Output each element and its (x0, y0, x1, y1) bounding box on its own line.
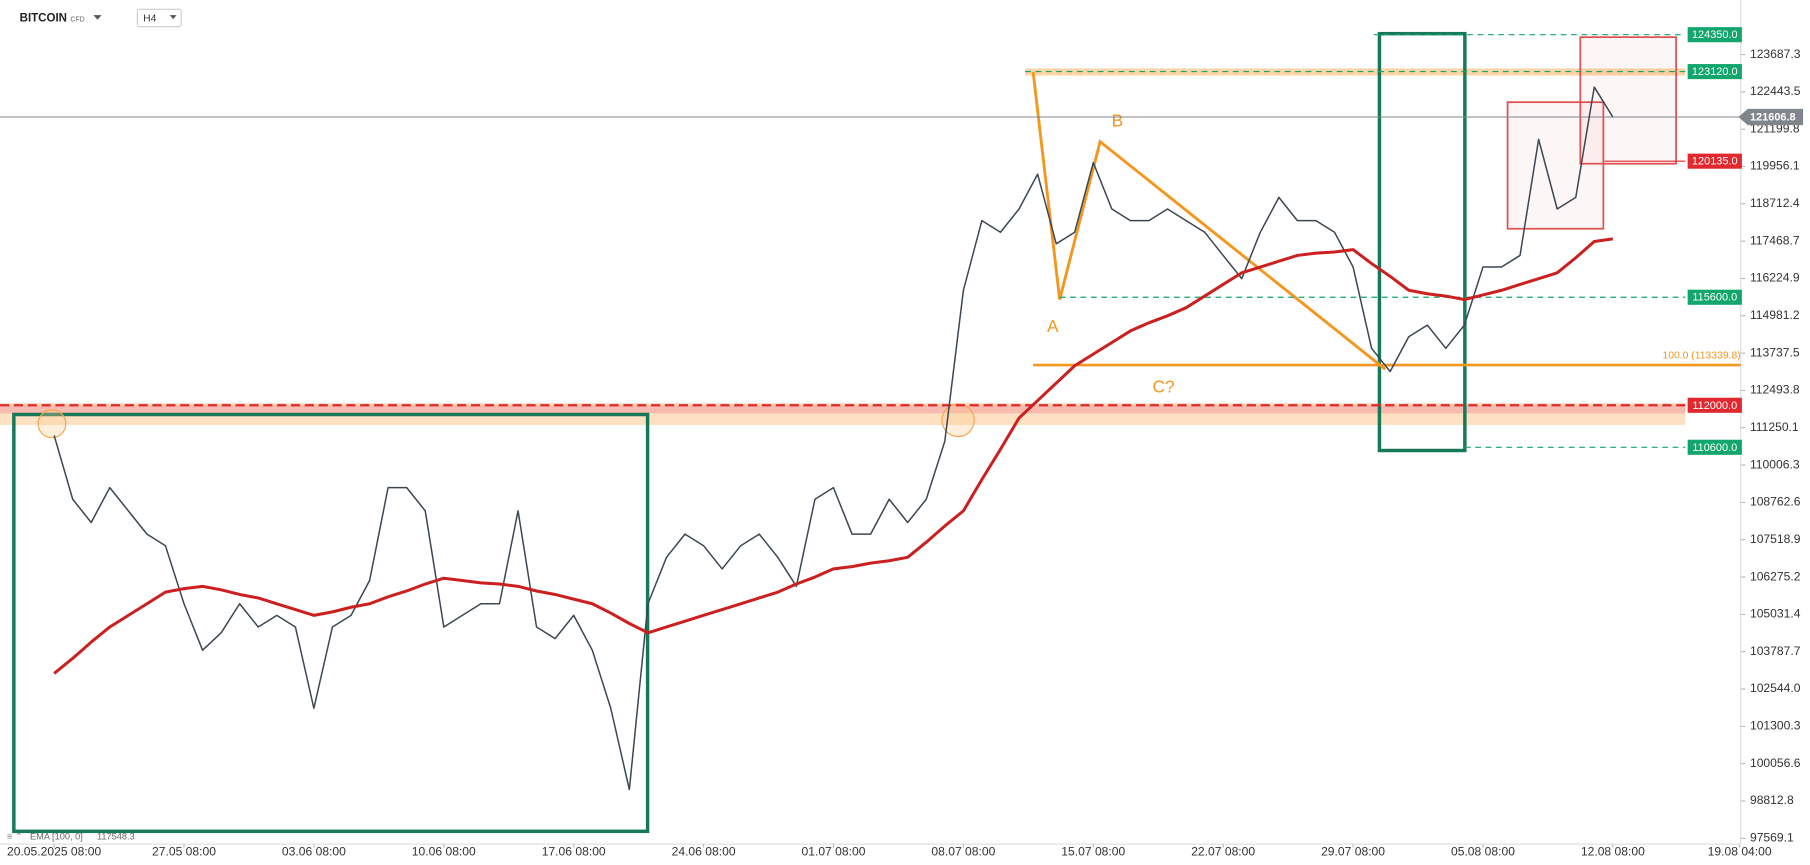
level-tag-label: 115600.0 (1692, 292, 1737, 304)
price-tag (1738, 108, 1804, 126)
x-tick-label: 01.07 08:00 (802, 844, 866, 858)
y-tick-label: 106275.2 (1750, 569, 1801, 583)
y-tick-label: 108762.6 (1750, 495, 1801, 509)
x-tick-label: 29.07 08:00 (1321, 844, 1385, 858)
resistance-band (1025, 68, 1686, 76)
level-tag-label: 124350.0 (1692, 29, 1738, 41)
x-tick-label: 05.08 08:00 (1451, 844, 1515, 858)
x-tick-label: 20.05.2025 08:00 (7, 844, 101, 858)
x-tick-label: 03.06 08:00 (282, 844, 346, 858)
interval-select[interactable] (136, 8, 182, 28)
x-tick-label: 17.06 08:00 (542, 844, 606, 858)
y-tick-label: 113737.5 (1750, 345, 1800, 359)
y-tick-label: 117468.7 (1750, 233, 1800, 247)
ema-line (53, 237, 1614, 675)
flag-box (1579, 36, 1677, 165)
price-line (53, 86, 1614, 791)
range-box (12, 412, 650, 834)
level-tag-label: 112000.0 (1692, 400, 1737, 412)
flag-box (1506, 101, 1605, 230)
dropdown-arrow (169, 15, 177, 20)
pattern-label: A (1047, 316, 1059, 336)
touch-marker (37, 409, 67, 439)
legend-name: EMA [100, 0] (30, 832, 83, 842)
x-tick-label: 10.06 08:00 (412, 844, 476, 858)
touch-marker (941, 403, 975, 438)
x-tick-label: 27.05 08:00 (152, 844, 216, 858)
legend-value: 117548.3 (97, 832, 135, 842)
y-tick-label: 110006.3 (1750, 457, 1800, 471)
range-box (1377, 31, 1467, 453)
y-tick-label: 101300.3 (1750, 719, 1801, 733)
y-tick-label: 97569.1 (1750, 830, 1794, 844)
pattern-label: C? (1153, 376, 1175, 396)
indicator-legend: ≡ ⌃ EMA [100, 0] 117548.3 (7, 832, 135, 842)
level-tag-label: 123120.0 (1692, 66, 1738, 78)
x-tick-label: 15.07 08:00 (1061, 844, 1125, 858)
y-tick-label: 116224.9 (1750, 271, 1800, 285)
drawings: A B C? (0, 31, 1686, 834)
level-tag (1687, 64, 1742, 80)
y-tick-label: 100056.6 (1750, 756, 1801, 770)
level-tag-label: 110600.0 (1692, 442, 1737, 454)
y-tick-label: 123687.3 (1750, 47, 1801, 61)
level-tag (1687, 289, 1742, 305)
legend-icon[interactable]: ≡ ⌃ (7, 832, 23, 842)
x-tick-label: 22.07 08:00 (1191, 844, 1255, 858)
level-tag (1687, 439, 1742, 455)
interval: H4 (143, 13, 156, 24)
y-tick-label: 118712.4 (1750, 196, 1800, 210)
level-tag (1687, 397, 1742, 413)
y-tick-label: 111250.1 (1750, 420, 1799, 434)
x-tick-label: 19.08 04:00 (1708, 844, 1772, 858)
support-band-core (0, 405, 1686, 414)
level-tag-label: 120135.0 (1692, 156, 1738, 168)
symbol[interactable]: BITCOIN (20, 13, 67, 25)
y-tick-label: 98812.8 (1750, 793, 1794, 807)
y-tick-label: 112493.8 (1750, 383, 1800, 397)
y-tick-label: 122443.5 (1750, 84, 1801, 98)
x-tick-label: 12.08 08:00 (1581, 844, 1645, 858)
y-tick-label: 107518.9 (1750, 532, 1801, 546)
y-tick-label: 105031.4 (1750, 607, 1801, 621)
header: BITCOIN CFD H4 (20, 8, 182, 28)
x-tick-label: 24.06 08:00 (672, 844, 736, 858)
level-tag (1687, 153, 1742, 169)
y-tick-label: 103787.7 (1750, 644, 1801, 658)
y-tick-label: 102544.0 (1750, 681, 1801, 695)
abc-pattern (1031, 71, 1387, 371)
level-tag (1687, 27, 1742, 43)
y-tick-label: 119956.1 (1750, 159, 1800, 173)
price-tag-label: 121606.8 (1750, 111, 1796, 123)
instrument-kind: CFD (70, 17, 84, 24)
x-tick-label: 08.07 08:00 (931, 844, 995, 858)
pattern-label: B (1112, 110, 1124, 130)
dropdown-arrow[interactable] (93, 15, 102, 20)
y-tick-label: 114981.2 (1750, 308, 1800, 322)
level-label: 100.0 (113339.8) (1662, 351, 1740, 362)
